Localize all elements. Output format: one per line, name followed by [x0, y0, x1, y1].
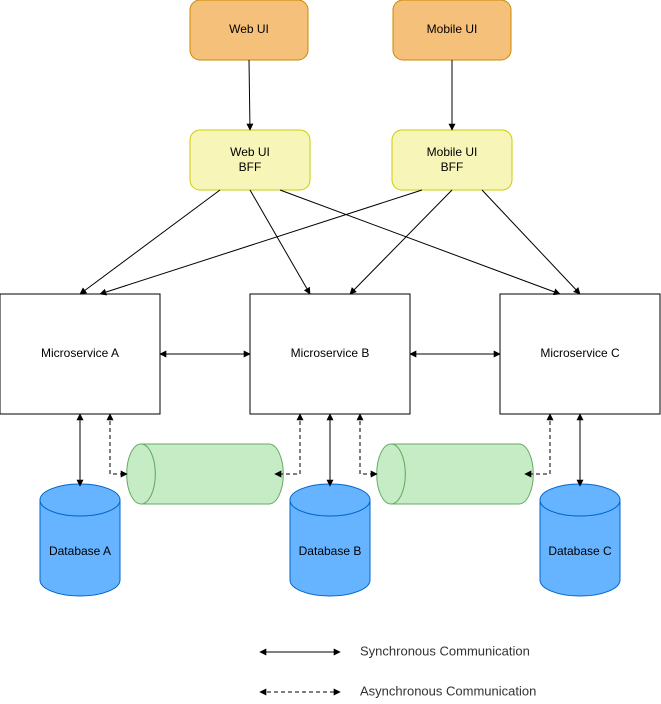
label-mobile-ui: Mobile UI [427, 22, 478, 36]
label-svc-c: Microservice C [540, 346, 620, 360]
node-queue-bc [391, 444, 533, 504]
edge-webbff-c [280, 190, 560, 294]
edge-mobilebff-b [350, 190, 452, 294]
edge-webbff-a [80, 190, 220, 294]
label-db-c: Database C [548, 544, 612, 558]
label-web-bff-2: BFF [239, 160, 262, 174]
edge-mobilebff-a [100, 190, 422, 294]
node-queue-ab [141, 444, 283, 504]
legend-sync-label: Synchronous Communication [360, 643, 530, 658]
legend-async-label: Asynchronous Communication [360, 683, 536, 698]
edge-mobilebff-c [482, 190, 580, 294]
label-mobile-bff-2: BFF [441, 160, 464, 174]
edge-a-qab [110, 414, 127, 474]
label-svc-a: Microservice A [41, 346, 119, 360]
edge-b-qbc [360, 414, 377, 474]
edge-webbff-b [250, 190, 310, 294]
label-db-b: Database B [299, 544, 362, 558]
edge-webui-webbff [249, 60, 250, 130]
label-web-bff-1: Web UI [230, 145, 270, 159]
label-mobile-bff-1: Mobile UI [427, 145, 478, 159]
label-db-a: Database A [49, 544, 111, 558]
label-svc-b: Microservice B [291, 346, 370, 360]
label-web-ui: Web UI [229, 22, 269, 36]
